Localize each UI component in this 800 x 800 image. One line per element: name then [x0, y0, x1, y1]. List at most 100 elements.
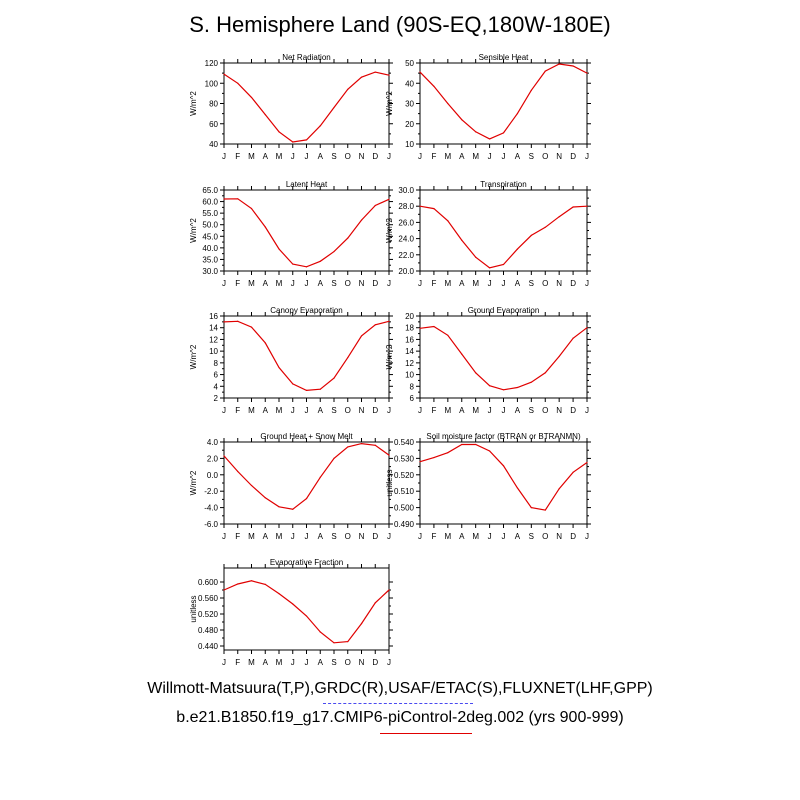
y-tick-label: 14: [405, 347, 414, 356]
y-tick-label: 0.480: [198, 626, 219, 635]
data-point: [305, 389, 308, 391]
data-point: [319, 631, 321, 633]
data-point: [544, 226, 546, 228]
series-line-model: [223, 580, 390, 644]
x-tick-label: J: [305, 279, 309, 288]
x-tick-label: N: [556, 279, 562, 288]
y-tick-label: 10: [209, 347, 218, 356]
y-tick-label: 80: [209, 100, 218, 109]
y-tick-label: 30.0: [202, 267, 218, 276]
x-tick-label: D: [372, 658, 378, 667]
series-line-model: [223, 198, 390, 268]
y-tick-label: 6: [410, 394, 415, 403]
data-point: [433, 208, 435, 210]
data-point: [250, 207, 253, 210]
data-point: [544, 70, 546, 72]
x-tick-label: O: [542, 279, 548, 288]
data-point: [347, 641, 349, 643]
x-tick-label: M: [248, 279, 255, 288]
y-tick-label: 60: [209, 120, 218, 129]
y-tick-label: 55.0: [202, 209, 218, 218]
panel-title: Latent Heat: [286, 180, 328, 189]
data-point: [516, 487, 519, 489]
x-tick-label: O: [345, 279, 351, 288]
data-point: [292, 508, 294, 510]
data-point: [237, 320, 239, 322]
data-point: [586, 72, 588, 74]
x-tick-label: J: [488, 406, 492, 415]
y-tick-label: 30: [405, 100, 414, 109]
x-tick-label: D: [570, 406, 576, 415]
data-point: [305, 266, 308, 268]
data-point: [558, 488, 560, 490]
y-tick-label: -4.0: [204, 504, 218, 513]
x-tick-label: J: [387, 279, 391, 288]
y-axis-label: W/m^2: [189, 218, 198, 243]
y-tick-label: 120: [205, 59, 219, 68]
x-tick-label: J: [222, 532, 226, 541]
x-tick-label: N: [556, 532, 562, 541]
data-point: [360, 623, 363, 625]
x-tick-label: J: [585, 152, 589, 161]
y-tick-label: 40: [209, 140, 218, 149]
x-tick-label: M: [248, 152, 255, 161]
x-tick-label: J: [222, 658, 226, 667]
data-point: [516, 248, 519, 250]
panel-title: Ground Heat + Snow Melt: [260, 432, 353, 441]
data-point: [278, 593, 280, 595]
data-point: [374, 602, 376, 604]
data-point: [419, 71, 421, 73]
x-tick-label: O: [345, 152, 351, 161]
x-tick-label: A: [318, 406, 324, 415]
data-point: [250, 580, 253, 582]
data-point: [278, 131, 280, 133]
data-point: [572, 206, 574, 208]
y-axis-label: unitless: [189, 595, 198, 622]
x-tick-label: A: [515, 406, 521, 415]
x-tick-label: A: [515, 152, 521, 161]
y-tick-label: 16: [209, 312, 218, 321]
x-tick-label: M: [472, 152, 479, 161]
data-point: [475, 443, 477, 446]
data-point: [447, 334, 449, 336]
x-tick-label: J: [488, 152, 492, 161]
x-tick-label: J: [291, 406, 295, 415]
y-tick-label: 16: [405, 335, 414, 344]
y-tick-label: 18: [405, 324, 414, 333]
data-point: [360, 443, 363, 445]
x-tick-label: S: [331, 658, 336, 667]
data-point: [278, 366, 280, 369]
x-tick-label: S: [529, 532, 534, 541]
plot-frame: [223, 189, 390, 272]
data-point: [502, 263, 505, 266]
x-tick-label: F: [235, 658, 240, 667]
y-tick-label: 50: [405, 59, 414, 68]
data-point: [388, 320, 390, 322]
x-tick-label: O: [542, 532, 548, 541]
x-tick-label: M: [276, 406, 283, 415]
x-tick-label: J: [585, 532, 589, 541]
data-point: [333, 377, 335, 379]
y-tick-label: 28.0: [398, 202, 414, 211]
data-point: [264, 342, 266, 344]
x-tick-label: A: [515, 279, 521, 288]
panel-title: Sensible Heat: [479, 53, 530, 62]
data-point: [447, 452, 449, 454]
data-point: [530, 89, 532, 91]
data-point: [544, 509, 546, 511]
model-legend-line: [380, 733, 472, 734]
data-point: [447, 102, 449, 105]
panel-title: Evaporative Fraction: [270, 558, 343, 567]
data-point: [558, 355, 560, 358]
x-tick-label: J: [305, 406, 309, 415]
y-tick-label: 8: [410, 382, 415, 391]
series-line-model: [419, 325, 588, 391]
y-tick-label: 0.440: [198, 642, 219, 651]
data-point: [586, 461, 588, 464]
data-point: [488, 385, 491, 387]
panel-title: Soil moisture factor (BTRAN or BTRANMN): [426, 432, 581, 441]
series-line-model: [223, 320, 390, 392]
x-tick-label: M: [472, 532, 479, 541]
data-point: [419, 327, 421, 329]
